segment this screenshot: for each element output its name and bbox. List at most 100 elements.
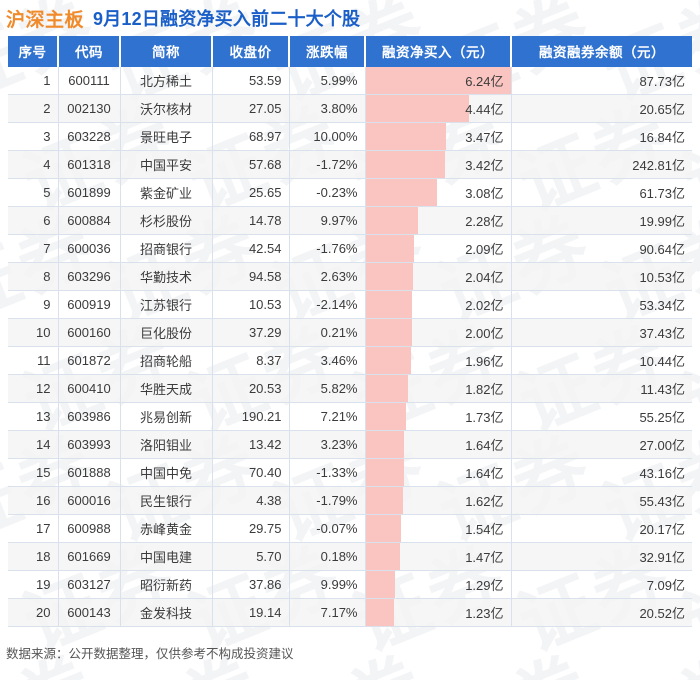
- cell-balance: 53.34亿: [511, 290, 692, 319]
- cell-code: 603296: [58, 262, 121, 291]
- cell-balance: 61.73亿: [511, 178, 692, 207]
- cell-name: 江苏银行: [120, 290, 213, 319]
- cell-net-buy: 2.04亿: [365, 262, 512, 291]
- table-row[interactable]: 8 603296 华勤技术 94.58 2.63% 2.04亿 10.53亿: [8, 262, 692, 291]
- net-buy-bar: [365, 66, 510, 93]
- net-buy-value: 1.96亿: [465, 353, 504, 369]
- page-title: 沪深主板 9月12日融资净买入前二十大个股: [0, 0, 700, 36]
- table-row[interactable]: 4 601318 中国平安 57.68 -1.72% 3.42亿 242.81亿: [8, 150, 692, 179]
- cell-change: -1.76%: [289, 234, 366, 263]
- table-row[interactable]: 14 603993 洛阳钼业 13.42 3.23% 1.64亿 27.00亿: [8, 430, 692, 459]
- cell-close: 10.53: [212, 290, 290, 319]
- table-row[interactable]: 20 600143 金发科技 19.14 7.17% 1.23亿 20.52亿: [8, 598, 692, 627]
- table-row[interactable]: 5 601899 紫金矿业 25.65 -0.23% 3.08亿 61.73亿: [8, 178, 692, 207]
- net-buy-bar: [365, 262, 413, 289]
- table-row[interactable]: 9 600919 江苏银行 10.53 -2.14% 2.02亿 53.34亿: [8, 290, 692, 319]
- cell-code: 603986: [58, 402, 121, 431]
- column-header-net-buy[interactable]: 融资净买入（元）: [365, 36, 512, 67]
- net-buy-bar: [365, 458, 404, 485]
- cell-index: 4: [8, 150, 59, 179]
- cell-index: 16: [8, 486, 59, 515]
- cell-net-buy: 1.96亿: [365, 346, 512, 375]
- column-header-balance[interactable]: 融资融券余额（元）: [511, 36, 692, 67]
- table-row[interactable]: 15 601888 中国中免 70.40 -1.33% 1.64亿 43.16亿: [8, 458, 692, 487]
- cell-balance: 32.91亿: [511, 542, 692, 571]
- cell-balance: 55.25亿: [511, 402, 692, 431]
- cell-close: 20.53: [212, 374, 290, 403]
- net-buy-value: 2.02亿: [465, 297, 504, 313]
- cell-change: 9.97%: [289, 206, 366, 235]
- cell-balance: 242.81亿: [511, 150, 692, 179]
- cell-balance: 11.43亿: [511, 374, 692, 403]
- table-row[interactable]: 18 601669 中国电建 5.70 0.18% 1.47亿 32.91亿: [8, 542, 692, 571]
- table-row[interactable]: 13 603986 兆易创新 190.21 7.21% 1.73亿 55.25亿: [8, 402, 692, 431]
- cell-change: 2.63%: [289, 262, 366, 291]
- net-buy-bar: [365, 122, 447, 149]
- cell-change: -0.23%: [289, 178, 366, 207]
- cell-close: 25.65: [212, 178, 290, 207]
- cell-net-buy: 4.44亿: [365, 94, 512, 123]
- column-header-code[interactable]: 代码: [58, 36, 121, 67]
- net-buy-value: 2.28亿: [465, 213, 504, 229]
- cell-close: 29.75: [212, 514, 290, 543]
- cell-change: -1.79%: [289, 486, 366, 515]
- cell-index: 20: [8, 598, 59, 627]
- cell-change: 7.17%: [289, 598, 366, 627]
- net-buy-bar: [365, 234, 415, 261]
- table-row[interactable]: 19 603127 昭衍新药 37.86 9.99% 1.29亿 7.09亿: [8, 570, 692, 599]
- table-row[interactable]: 6 600884 杉杉股份 14.78 9.97% 2.28亿 19.99亿: [8, 206, 692, 235]
- cell-net-buy: 1.23亿: [365, 598, 512, 627]
- cell-code: 601318: [58, 150, 121, 179]
- cell-index: 17: [8, 514, 59, 543]
- table-row[interactable]: 11 601872 招商轮船 8.37 3.46% 1.96亿 10.44亿: [8, 346, 692, 375]
- cell-net-buy: 2.28亿: [365, 206, 512, 235]
- cell-change: 3.46%: [289, 346, 366, 375]
- table-row[interactable]: 7 600036 招商银行 42.54 -1.76% 2.09亿 90.64亿: [8, 234, 692, 263]
- cell-index: 13: [8, 402, 59, 431]
- cell-index: 18: [8, 542, 59, 571]
- cell-net-buy: 3.08亿: [365, 178, 512, 207]
- cell-balance: 55.43亿: [511, 486, 692, 515]
- cell-code: 600919: [58, 290, 121, 319]
- cell-name: 招商银行: [120, 234, 213, 263]
- cell-code: 002130: [58, 94, 121, 123]
- column-header-name[interactable]: 简称: [120, 36, 213, 67]
- table-row[interactable]: 10 600160 巨化股份 37.29 0.21% 2.00亿 37.43亿: [8, 318, 692, 347]
- cell-close: 4.38: [212, 486, 290, 515]
- net-buy-bar: [365, 290, 413, 317]
- table-row[interactable]: 3 603228 景旺电子 68.97 10.00% 3.47亿 16.84亿: [8, 122, 692, 151]
- cell-net-buy: 1.62亿: [365, 486, 512, 515]
- cell-index: 10: [8, 318, 59, 347]
- cell-change: 5.99%: [289, 66, 366, 95]
- cell-change: -1.72%: [289, 150, 366, 179]
- cell-balance: 87.73亿: [511, 66, 692, 95]
- net-buy-value: 1.29亿: [465, 577, 504, 593]
- column-header-index[interactable]: 序号: [8, 36, 59, 67]
- cell-name: 金发科技: [120, 598, 213, 627]
- cell-change: 7.21%: [289, 402, 366, 431]
- cell-code: 601872: [58, 346, 121, 375]
- net-buy-bar: [365, 206, 419, 233]
- table-row[interactable]: 12 600410 华胜天成 20.53 5.82% 1.82亿 11.43亿: [8, 374, 692, 403]
- cell-net-buy: 2.09亿: [365, 234, 512, 263]
- net-buy-value: 1.64亿: [465, 437, 504, 453]
- table-row[interactable]: 16 600016 民生银行 4.38 -1.79% 1.62亿 55.43亿: [8, 486, 692, 515]
- cell-name: 中国平安: [120, 150, 213, 179]
- table-row[interactable]: 2 002130 沃尔核材 27.05 3.80% 4.44亿 20.65亿: [8, 94, 692, 123]
- table-row[interactable]: 1 600111 北方稀土 53.59 5.99% 6.24亿 87.73亿: [8, 66, 692, 95]
- cell-code: 603993: [58, 430, 121, 459]
- cell-code: 600036: [58, 234, 121, 263]
- net-buy-bar: [365, 430, 404, 457]
- column-header-change[interactable]: 涨跌幅: [289, 36, 366, 67]
- cell-name: 沃尔核材: [120, 94, 213, 123]
- cell-change: -0.07%: [289, 514, 366, 543]
- cell-index: 7: [8, 234, 59, 263]
- table-row[interactable]: 17 600988 赤峰黄金 29.75 -0.07% 1.54亿 20.17亿: [8, 514, 692, 543]
- cell-name: 华胜天成: [120, 374, 213, 403]
- cell-name: 景旺电子: [120, 122, 213, 151]
- cell-balance: 16.84亿: [511, 122, 692, 151]
- cell-balance: 37.43亿: [511, 318, 692, 347]
- column-header-close[interactable]: 收盘价: [212, 36, 290, 67]
- cell-close: 53.59: [212, 66, 290, 95]
- cell-close: 27.05: [212, 94, 290, 123]
